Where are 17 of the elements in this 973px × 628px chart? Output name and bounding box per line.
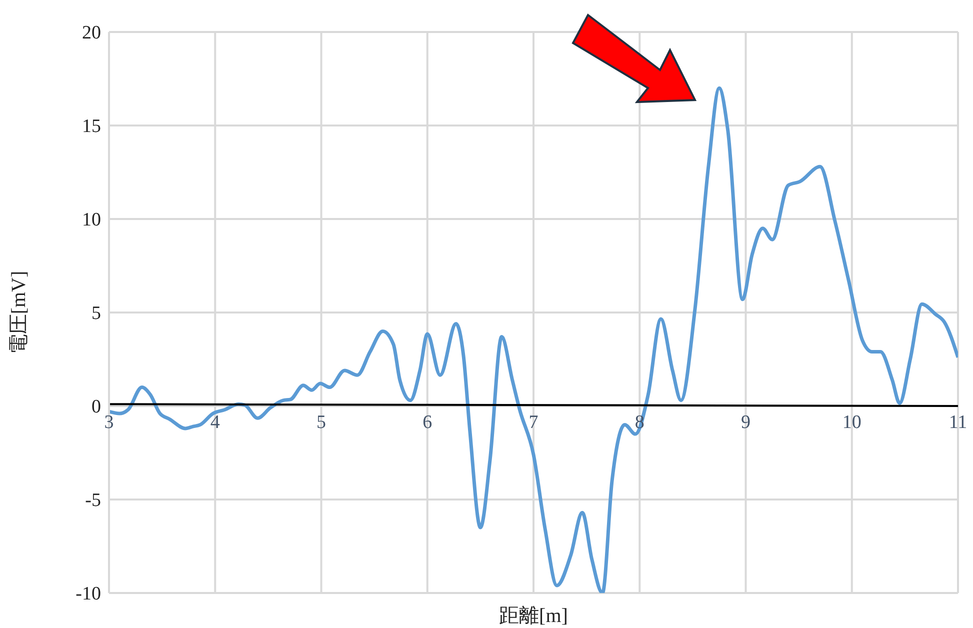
x-tick-label: 7 bbox=[528, 412, 538, 433]
x-tick-label: 11 bbox=[948, 412, 968, 433]
x-tick-label: 9 bbox=[741, 412, 750, 433]
x-tick-label: 5 bbox=[316, 412, 326, 433]
x-tick-label: 3 bbox=[104, 412, 114, 433]
y-tick-label: -10 bbox=[76, 584, 101, 605]
y-tick-label: 20 bbox=[82, 22, 101, 44]
x-tick-label: 10 bbox=[842, 412, 862, 433]
y-tick-label: 0 bbox=[92, 396, 101, 418]
y-tick-label: 10 bbox=[82, 210, 101, 231]
x-axis-title: 距離[m] bbox=[499, 605, 568, 627]
y-axis-title: 電圧[mV] bbox=[8, 270, 30, 354]
y-tick-label: 5 bbox=[92, 303, 101, 324]
y-tick-label: -5 bbox=[85, 490, 101, 512]
x-tick-label: 4 bbox=[210, 412, 220, 433]
y-tick-label: 15 bbox=[82, 116, 101, 138]
x-tick-label: 6 bbox=[422, 412, 432, 433]
